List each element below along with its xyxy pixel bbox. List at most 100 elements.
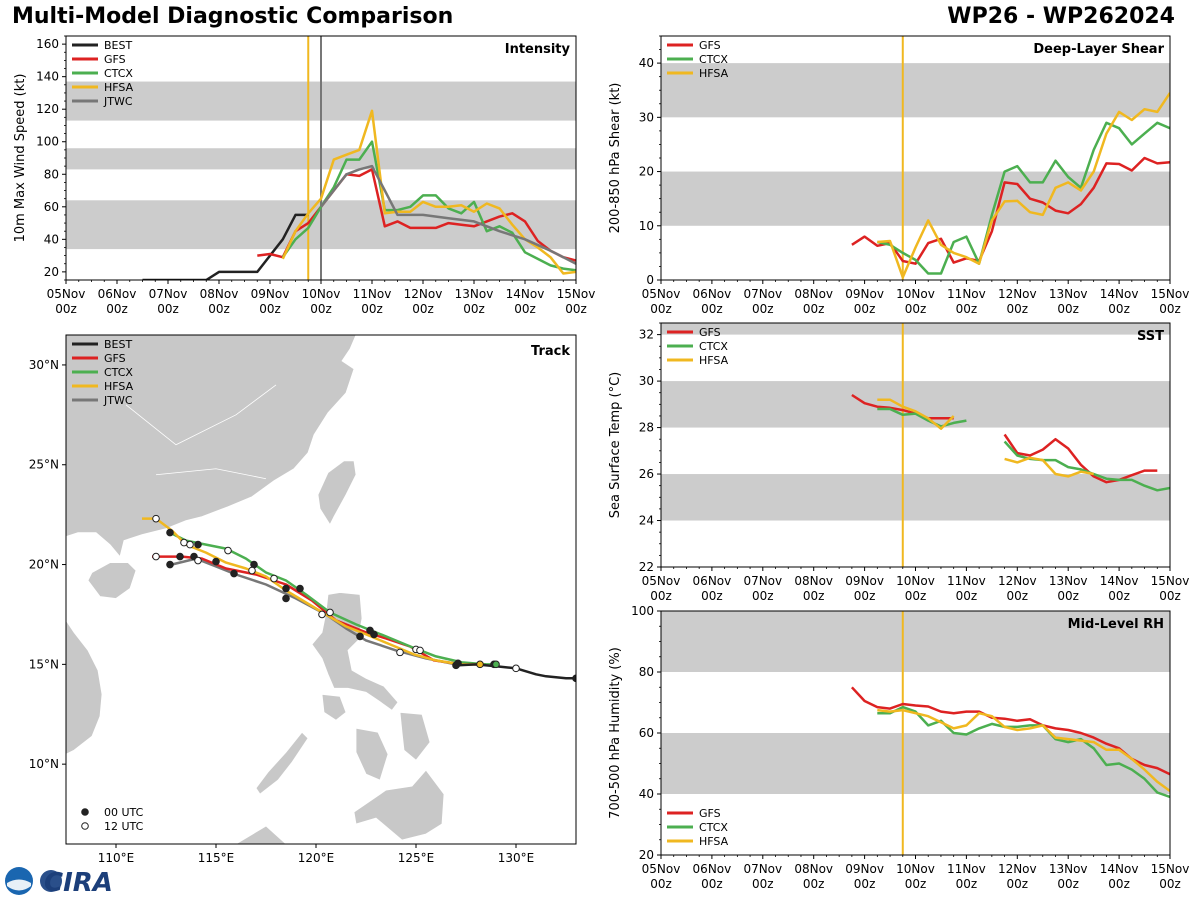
legend-label-gfs: GFS	[699, 807, 721, 820]
x-tick-label-hour: 00z	[752, 302, 774, 316]
track-marker-00utc	[476, 660, 484, 669]
legend-marker-00utc	[81, 808, 89, 816]
legend-label-ctcx: CTCX	[104, 67, 133, 80]
x-tick-label-hour: 00z	[956, 877, 978, 891]
threshold-band	[661, 63, 1170, 118]
x-tick-label-date: 06Nov	[693, 862, 732, 876]
series-line-hfsa	[1004, 456, 1094, 478]
series-line-hfsa	[281, 109, 576, 275]
track-marker-00utc	[492, 660, 500, 669]
track-marker-00utc	[296, 584, 304, 593]
x-tick-label-date: 15Nov	[1151, 287, 1190, 301]
province-border	[125, 384, 277, 446]
legend-label-jtwc: JTWC	[103, 95, 133, 108]
x-tick-label-hour: 00z	[463, 302, 485, 316]
track-marker-12utc	[326, 608, 334, 617]
panel-rh: 05Nov00z06Nov00z07Nov00z08Nov00z09Nov00z…	[608, 604, 1189, 891]
x-tick-label-hour: 00z	[701, 877, 723, 891]
x-tick-label-hour: 00z	[412, 302, 434, 316]
panel-title-intensity: Intensity	[505, 42, 571, 57]
cira-logo-text: CIRA	[44, 868, 113, 898]
x-tick-label-date: 07Nov	[149, 287, 188, 301]
panel-intensity: 05Nov00z06Nov00z07Nov00z08Nov00z09Nov00z…	[13, 35, 595, 316]
panel-track: 110°E 115°E 120°E 125°E 130°E 10°N 15°N 20°N 25°…	[29, 334, 577, 865]
x-tick-label-date: 14Nov	[1100, 862, 1139, 876]
x-tick-label-date: 11Nov	[947, 287, 986, 301]
landmass	[66, 335, 357, 558]
x-tick-label-hour: 00z	[1108, 877, 1130, 891]
track-marker-12utc	[270, 574, 278, 583]
legend-label-hfsa: HFSA	[104, 380, 134, 393]
x-tick-label-hour: 00z	[701, 589, 723, 603]
x-tick-label-hour: 00z	[1057, 877, 1079, 891]
threshold-band	[661, 171, 1170, 226]
x-tick-label: 110°E	[98, 851, 135, 865]
x-tick-label-date: 10Nov	[302, 287, 341, 301]
y-tick-label: 25°N	[29, 458, 59, 472]
series-line-ctcx	[877, 407, 967, 428]
x-tick-label-hour: 00z	[956, 589, 978, 603]
x-tick-label-hour: 00z	[1159, 302, 1181, 316]
x-tick-label-hour: 00z	[1159, 589, 1181, 603]
y-tick-label: 60	[639, 726, 654, 740]
x-tick-label-date: 13Nov	[1049, 287, 1088, 301]
track-marker-00utc	[230, 569, 238, 578]
track-line-ctcx	[169, 531, 496, 666]
x-tick-label-date: 11Nov	[947, 574, 986, 588]
landmass	[355, 727, 389, 781]
x-tick-label-hour: 00z	[752, 877, 774, 891]
series-line-ctcx	[877, 121, 1170, 275]
track-marker-12utc	[194, 556, 202, 565]
y-tick-label: 28	[639, 421, 654, 435]
x-tick-label-date: 06Nov	[98, 287, 137, 301]
x-tick-label-hour: 00z	[803, 877, 825, 891]
x-tick-label-date: 15Nov	[1151, 862, 1190, 876]
y-tick-label: 10°N	[29, 757, 59, 771]
x-tick-label-date: 05Nov	[642, 287, 681, 301]
y-tick-label: 30°N	[29, 358, 59, 372]
x-tick-label-date: 09Nov	[251, 287, 290, 301]
y-axis-label-shear: 200-850 hPa Shear (kt)	[608, 83, 623, 234]
x-tick-label-hour: 00z	[956, 302, 978, 316]
legend-label-hfsa: HFSA	[104, 81, 134, 94]
map-frame	[65, 334, 577, 845]
threshold-band	[661, 611, 1170, 672]
y-tick-label: 40	[44, 232, 59, 246]
map-area	[66, 335, 576, 844]
y-tick-label: 140	[36, 70, 59, 84]
legend-label-best: BEST	[104, 39, 132, 52]
legend-label-hfsa: HFSA	[699, 354, 729, 367]
x-tick-label-date: 09Nov	[845, 574, 884, 588]
x-tick-label-hour: 00z	[310, 302, 332, 316]
legend-label-best: BEST	[104, 338, 132, 351]
series-line-hfsa	[877, 398, 955, 430]
track-marker-00utc	[282, 594, 290, 603]
x-tick-label-date: 12Nov	[998, 862, 1037, 876]
x-tick-label-date: 12Nov	[998, 574, 1037, 588]
x-tick-label-hour: 00z	[361, 302, 383, 316]
landmass	[87, 562, 137, 599]
legend-label-gfs: GFS	[699, 39, 721, 52]
x-tick-label-date: 15Nov	[1151, 574, 1190, 588]
y-tick-label: 20°N	[29, 558, 59, 572]
x-tick-label-date: 08Nov	[200, 287, 239, 301]
legend-marker-label: 00 UTC	[104, 806, 144, 819]
cira-logo: CIRA	[5, 867, 113, 898]
legend-label-ctcx: CTCX	[699, 340, 728, 353]
y-tick-label: 40	[639, 787, 654, 801]
y-tick-label: 60	[44, 200, 59, 214]
y-tick-label: 10	[639, 219, 654, 233]
y-axis-label-rh: 700-500 hPa Humidity (%)	[608, 647, 623, 819]
y-tick-label: 120	[36, 102, 59, 116]
track-marker-00utc	[356, 632, 364, 641]
x-tick-label-date: 10Nov	[896, 287, 935, 301]
legend-label-ctcx: CTCX	[699, 53, 728, 66]
y-tick-label: 32	[639, 328, 654, 342]
x-tick-label-date: 13Nov	[1049, 862, 1088, 876]
track-marker-12utc	[152, 514, 160, 523]
y-tick-label: 30	[639, 374, 654, 388]
legend-label-gfs: GFS	[699, 326, 721, 339]
x-tick-label-date: 12Nov	[998, 287, 1037, 301]
threshold-band	[661, 323, 1170, 335]
x-tick-label-date: 05Nov	[642, 574, 681, 588]
